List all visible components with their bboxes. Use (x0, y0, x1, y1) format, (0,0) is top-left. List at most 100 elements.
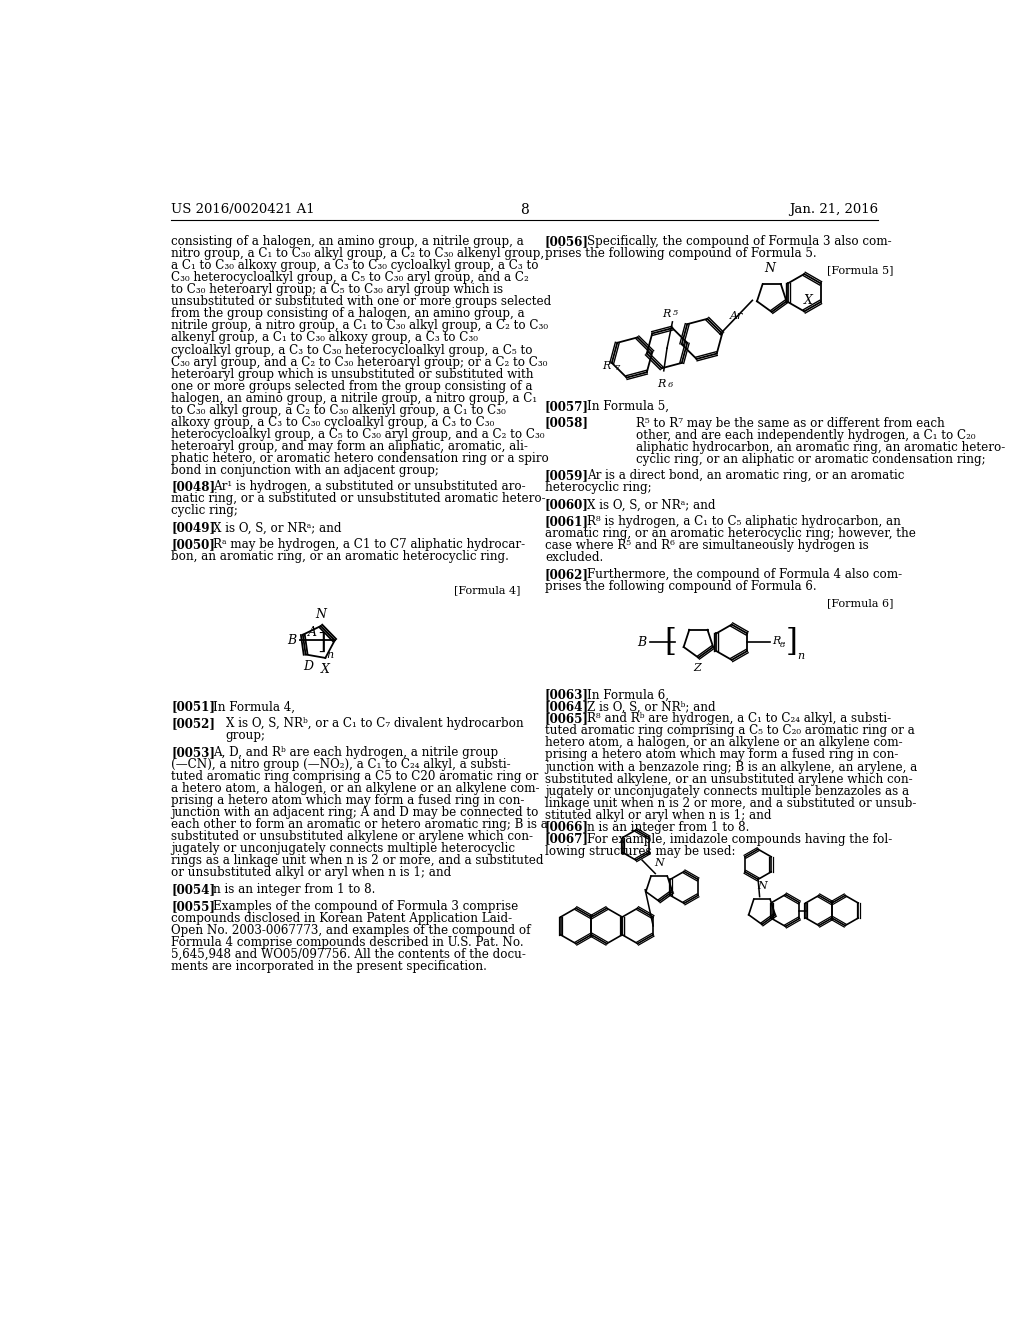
Text: 6: 6 (668, 381, 673, 389)
Text: Formula 4 comprise compounds described in U.S. Pat. No.: Formula 4 comprise compounds described i… (171, 936, 524, 949)
Text: excluded.: excluded. (545, 552, 603, 564)
Text: [0055]: [0055] (171, 900, 215, 913)
Text: jugately or unconjugately connects multiple benzazoles as a: jugately or unconjugately connects multi… (545, 784, 909, 797)
Text: Z: Z (693, 663, 700, 673)
Text: bond in conjunction with an adjacent group;: bond in conjunction with an adjacent gro… (171, 463, 439, 477)
Text: tuted aromatic ring comprising a C5 to C20 aromatic ring or: tuted aromatic ring comprising a C5 to C… (171, 770, 539, 783)
Text: Open No. 2003-0067773, and examples of the compound of: Open No. 2003-0067773, and examples of t… (171, 924, 531, 937)
Text: [0054]: [0054] (171, 883, 215, 896)
Text: For example, imidazole compounds having the fol-: For example, imidazole compounds having … (587, 833, 892, 846)
Text: substituted or unsubstituted alkylene or arylene which con-: substituted or unsubstituted alkylene or… (171, 830, 534, 843)
Text: 5,645,948 and WO05/097756. All the contents of the docu-: 5,645,948 and WO05/097756. All the conte… (171, 948, 526, 961)
Text: 8: 8 (779, 640, 785, 648)
Text: 7: 7 (615, 364, 621, 372)
Text: [0059]: [0059] (545, 470, 589, 482)
Text: n: n (798, 652, 805, 661)
Text: [0058]: [0058] (545, 417, 589, 429)
Text: A: A (308, 626, 317, 639)
Text: case where R⁵ and R⁶ are simultaneously hydrogen is: case where R⁵ and R⁶ are simultaneously … (545, 539, 868, 552)
Text: n is an integer from 1 to 8.: n is an integer from 1 to 8. (587, 821, 750, 833)
Text: Ar: Ar (729, 312, 743, 321)
Text: 5: 5 (673, 309, 679, 317)
Text: aromatic ring, or an aromatic heterocyclic ring; however, the: aromatic ring, or an aromatic heterocycl… (545, 527, 915, 540)
Text: Ar is a direct bond, an aromatic ring, or an aromatic: Ar is a direct bond, an aromatic ring, o… (587, 470, 904, 482)
Text: 8: 8 (520, 203, 529, 216)
Text: B: B (287, 634, 296, 647)
Text: ments are incorporated in the present specification.: ments are incorporated in the present sp… (171, 960, 487, 973)
Text: hetero atom, a halogen, or an alkylene or an alkylene com-: hetero atom, a halogen, or an alkylene o… (545, 737, 902, 750)
Text: Ar¹ is hydrogen, a substituted or unsubstituted aro-: Ar¹ is hydrogen, a substituted or unsubs… (213, 480, 526, 494)
Text: heteroaryl group, and may form an aliphatic, aromatic, ali-: heteroaryl group, and may form an alipha… (171, 440, 528, 453)
Text: n is an integer from 1 to 8.: n is an integer from 1 to 8. (213, 883, 376, 896)
Text: aliphatic hydrocarbon, an aromatic ring, an aromatic hetero-: aliphatic hydrocarbon, an aromatic ring,… (636, 441, 1006, 454)
Text: [Formula 5]: [Formula 5] (827, 265, 894, 276)
Text: [0060]: [0060] (545, 498, 589, 511)
Text: [Formula 4]: [Formula 4] (454, 585, 520, 595)
Text: [0049]: [0049] (171, 521, 215, 535)
Text: unsubstituted or substituted with one or more groups selected: unsubstituted or substituted with one or… (171, 296, 552, 309)
Text: heterocyclic ring;: heterocyclic ring; (545, 482, 651, 495)
Text: C₃₀ aryl group, and a C₂ to C₃₀ heteroaryl group; or a C₂ to C₃₀: C₃₀ aryl group, and a C₂ to C₃₀ heteroar… (171, 355, 548, 368)
Text: N: N (764, 261, 775, 275)
Text: cyclic ring;: cyclic ring; (171, 504, 239, 517)
Text: to C₃₀ heteroaryl group; a C₅ to C₃₀ aryl group which is: to C₃₀ heteroaryl group; a C₅ to C₃₀ ary… (171, 284, 504, 297)
Text: C₃₀ heterocycloalkyl group, a C₅ to C₃₀ aryl group, and a C₂: C₃₀ heterocycloalkyl group, a C₅ to C₃₀ … (171, 272, 529, 284)
Text: R: R (662, 309, 670, 318)
Text: a C₁ to C₃₀ alkoxy group, a C₃ to C₃₀ cycloalkyl group, a C₃ to: a C₁ to C₃₀ alkoxy group, a C₃ to C₃₀ cy… (171, 260, 539, 272)
Text: X is O, S, or NRᵃ; and: X is O, S, or NRᵃ; and (213, 521, 342, 535)
Text: X is O, S, or NRᵃ; and: X is O, S, or NRᵃ; and (587, 498, 716, 511)
Text: halogen, an amino group, a nitrile group, a nitro group, a C₁: halogen, an amino group, a nitrile group… (171, 392, 538, 404)
Text: tuted aromatic ring comprising a C₅ to C₂₀ aromatic ring or a: tuted aromatic ring comprising a C₅ to C… (545, 725, 914, 738)
Text: stituted alkyl or aryl when n is 1; and: stituted alkyl or aryl when n is 1; and (545, 809, 771, 821)
Text: [0061]: [0061] (545, 515, 589, 528)
Text: to C₃₀ alkyl group, a C₂ to C₃₀ alkenyl group, a C₁ to C₃₀: to C₃₀ alkyl group, a C₂ to C₃₀ alkenyl … (171, 404, 506, 417)
Text: D: D (303, 660, 313, 673)
Text: jugately or unconjugately connects multiple heterocyclic: jugately or unconjugately connects multi… (171, 842, 515, 855)
Text: X: X (321, 664, 330, 676)
Text: [0067]: [0067] (545, 833, 589, 846)
Text: or unsubstituted alkyl or aryl when n is 1; and: or unsubstituted alkyl or aryl when n is… (171, 866, 452, 879)
Text: B: B (637, 636, 646, 648)
Text: R: R (772, 636, 780, 645)
Text: lowing structures may be used:: lowing structures may be used: (545, 845, 735, 858)
Text: Examples of the compound of Formula 3 comprise: Examples of the compound of Formula 3 co… (213, 900, 518, 913)
Text: n: n (326, 649, 333, 660)
Text: A, D, and Rᵇ are each hydrogen, a nitrile group: A, D, and Rᵇ are each hydrogen, a nitril… (213, 746, 499, 759)
Text: alkoxy group, a C₃ to C₃₀ cycloalkyl group, a C₃ to C₃₀: alkoxy group, a C₃ to C₃₀ cycloalkyl gro… (171, 416, 495, 429)
Text: R: R (602, 360, 610, 371)
Text: US 2016/0020421 A1: US 2016/0020421 A1 (171, 203, 315, 216)
Text: consisting of a halogen, an amino group, a nitrile group, a: consisting of a halogen, an amino group,… (171, 235, 524, 248)
Text: Furthermore, the compound of Formula 4 also com-: Furthermore, the compound of Formula 4 a… (587, 568, 902, 581)
Text: heterocycloalkyl group, a C₅ to C₃₀ aryl group, and a C₂ to C₃₀: heterocycloalkyl group, a C₅ to C₃₀ aryl… (171, 428, 545, 441)
Text: [0053]: [0053] (171, 746, 215, 759)
Text: [0051]: [0051] (171, 701, 215, 713)
Text: N: N (315, 607, 327, 620)
Text: ]: ] (786, 627, 798, 657)
Text: X is O, S, NRᵇ, or a C₁ to C₇ divalent hydrocarbon: X is O, S, NRᵇ, or a C₁ to C₇ divalent h… (225, 717, 523, 730)
Text: Z is O, S, or NRᵇ; and: Z is O, S, or NRᵇ; and (587, 701, 716, 713)
Text: [Formula 6]: [Formula 6] (827, 598, 894, 609)
Text: cyclic ring, or an aliphatic or aromatic condensation ring;: cyclic ring, or an aliphatic or aromatic… (636, 453, 986, 466)
Text: R⁸ and Rᵇ are hydrogen, a C₁ to C₂₄ alkyl, a substi-: R⁸ and Rᵇ are hydrogen, a C₁ to C₂₄ alky… (587, 713, 891, 726)
Text: In Formula 5,: In Formula 5, (587, 400, 669, 413)
Text: matic ring, or a substituted or unsubstituted aromatic hetero-: matic ring, or a substituted or unsubsti… (171, 492, 546, 506)
Text: In Formula 6,: In Formula 6, (587, 689, 669, 701)
Text: rings as a linkage unit when n is 2 or more, and a substituted: rings as a linkage unit when n is 2 or m… (171, 854, 544, 867)
Text: cycloalkyl group, a C₃ to C₃₀ heterocycloalkyl group, a C₅ to: cycloalkyl group, a C₃ to C₃₀ heterocycl… (171, 343, 532, 356)
Text: alkenyl group, a C₁ to C₃₀ alkoxy group, a C₃ to C₃₀: alkenyl group, a C₁ to C₃₀ alkoxy group,… (171, 331, 478, 345)
Text: ]: ] (316, 632, 326, 653)
Text: linkage unit when n is 2 or more, and a substituted or unsub-: linkage unit when n is 2 or more, and a … (545, 796, 916, 809)
Text: a hetero atom, a halogen, or an alkylene or an alkylene com-: a hetero atom, a halogen, or an alkylene… (171, 783, 540, 795)
Text: Rᵃ may be hydrogen, a C1 to C7 aliphatic hydrocar-: Rᵃ may be hydrogen, a C1 to C7 aliphatic… (213, 539, 525, 552)
Text: [0052]: [0052] (171, 717, 215, 730)
Text: Jan. 21, 2016: Jan. 21, 2016 (790, 203, 879, 216)
Text: group;: group; (225, 729, 265, 742)
Text: R⁸ is hydrogen, a C₁ to C₅ aliphatic hydrocarbon, an: R⁸ is hydrogen, a C₁ to C₅ aliphatic hyd… (587, 515, 901, 528)
Text: nitro group, a C₁ to C₃₀ alkyl group, a C₂ to C₃₀ alkenyl group,: nitro group, a C₁ to C₃₀ alkyl group, a … (171, 247, 545, 260)
Text: heteroaryl group which is unsubstituted or substituted with: heteroaryl group which is unsubstituted … (171, 367, 534, 380)
Text: N: N (757, 882, 767, 891)
Text: [0066]: [0066] (545, 821, 589, 833)
Text: bon, an aromatic ring, or an aromatic heterocyclic ring.: bon, an aromatic ring, or an aromatic he… (171, 550, 509, 564)
Text: substituted alkylene, or an unsubstituted arylene which con-: substituted alkylene, or an unsubstitute… (545, 772, 912, 785)
Text: prises the following compound of Formula 5.: prises the following compound of Formula… (545, 247, 816, 260)
